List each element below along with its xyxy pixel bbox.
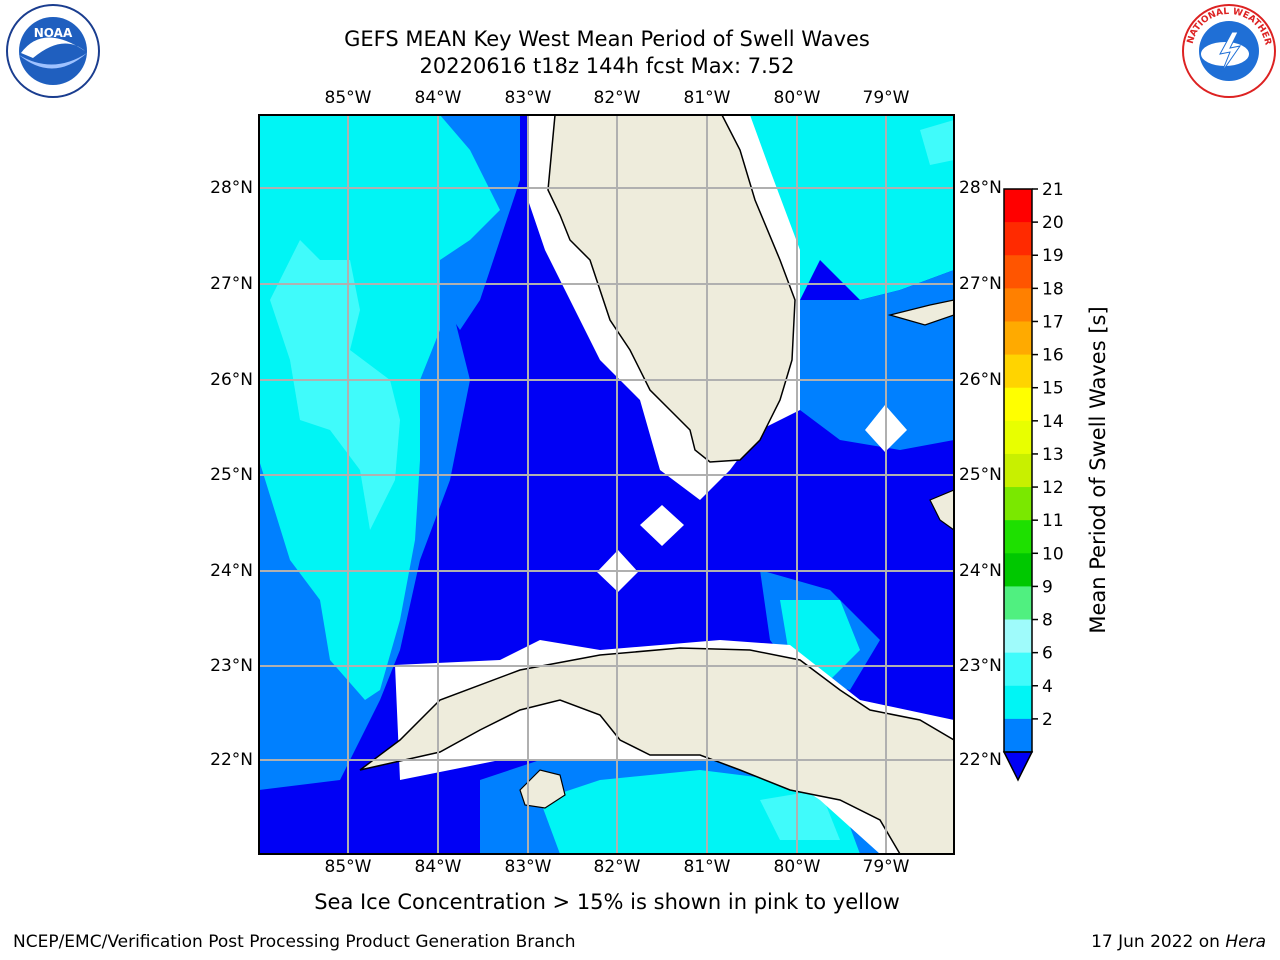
band-8-9-east xyxy=(920,120,954,165)
lon-label-bottom: 84°W xyxy=(414,857,462,877)
map-frame xyxy=(258,114,955,855)
mask-keys-1 xyxy=(640,505,684,546)
colorbar-segment xyxy=(1004,420,1032,455)
colorbar-tick-label: 19 xyxy=(1042,246,1064,266)
lat-label-left: 23°N xyxy=(210,656,253,676)
lat-label-left: 25°N xyxy=(210,465,253,485)
land-isla-juventud xyxy=(519,769,566,809)
band-8-9-south xyxy=(760,790,840,840)
colorbar-segment xyxy=(1004,387,1032,422)
land-andros xyxy=(929,489,954,531)
land-florida xyxy=(547,115,796,463)
lat-label-left: 24°N xyxy=(210,561,253,581)
colorbar-segment xyxy=(1004,255,1032,289)
colorbar-segment xyxy=(1004,487,1032,521)
colorbar-segment xyxy=(1004,619,1032,654)
colorbar-tick-label: 17 xyxy=(1042,312,1064,332)
graticule xyxy=(259,115,954,854)
colorbar-tick-label: 16 xyxy=(1042,346,1064,366)
noaa-logo: NOAA xyxy=(6,4,100,98)
footer-host: Hera xyxy=(1225,932,1266,952)
lat-label-left: 22°N xyxy=(210,750,253,770)
colorbar-tick-label: 13 xyxy=(1042,445,1064,465)
chart-title: GEFS MEAN Key West Mean Period of Swell … xyxy=(344,27,870,51)
colorbar-segment xyxy=(1004,718,1032,753)
colorbar-tick-label: 21 xyxy=(1042,180,1064,200)
colorbar-tick-label: 4 xyxy=(1042,677,1053,697)
lon-label-top: 82°W xyxy=(593,88,641,108)
colorbar-segment xyxy=(1004,222,1032,256)
colorbar-segment xyxy=(1004,288,1032,322)
colorbar-segment xyxy=(1004,652,1032,687)
lon-label-top: 84°W xyxy=(414,88,462,108)
colorbar-segment xyxy=(1004,354,1032,389)
lon-label-bottom: 85°W xyxy=(324,857,372,877)
colorbar-segment xyxy=(1004,586,1032,621)
lon-label-bottom: 82°W xyxy=(593,857,641,877)
nws-logo: NATIONAL WEATHER SERVICE xyxy=(1180,2,1276,98)
colorbar-tick-label: 18 xyxy=(1042,279,1064,299)
colorbar-segment xyxy=(1004,453,1032,488)
colorbar-tick-label: 15 xyxy=(1042,379,1064,399)
lon-label-bottom: 81°W xyxy=(683,857,731,877)
lat-label-right: 22°N xyxy=(959,750,1002,770)
lat-label-right: 28°N xyxy=(959,178,1002,198)
colorbar-tick-label: 9 xyxy=(1042,577,1053,597)
ice-note: Sea Ice Concentration > 15% is shown in … xyxy=(314,890,900,914)
colorbar-tick-label: 20 xyxy=(1042,213,1064,233)
lat-label-right: 26°N xyxy=(959,370,1002,390)
lat-label-left: 28°N xyxy=(210,178,253,198)
lat-label-left: 27°N xyxy=(210,274,253,294)
colorbar: 21 20 19 18 17 16 15 14 13 12 11 10 9 8 6 4 2 xyxy=(1002,180,1064,782)
lon-label-top: 85°W xyxy=(324,88,372,108)
colorbar-segment xyxy=(1004,685,1032,720)
colorbar-tick-label: 11 xyxy=(1042,511,1064,531)
colorbar-segment xyxy=(1004,553,1032,587)
lat-label-right: 27°N xyxy=(959,274,1002,294)
footer-date-text: 17 Jun 2022 on xyxy=(1091,932,1226,952)
colorbar-tick-label: 14 xyxy=(1042,412,1064,432)
lon-label-bottom: 83°W xyxy=(504,857,552,877)
colorbar-label: Mean Period of Swell Waves [s] xyxy=(1086,306,1110,634)
lon-label-bottom: 80°W xyxy=(773,857,821,877)
lon-label-top: 80°W xyxy=(773,88,821,108)
colorbar-segment xyxy=(1004,189,1032,223)
noaa-logo-text: NOAA xyxy=(34,26,73,40)
colorbar-tick-label: 2 xyxy=(1042,710,1053,730)
band-8-9-west xyxy=(270,240,400,530)
lat-label-right: 23°N xyxy=(959,656,1002,676)
colorbar-frame xyxy=(1003,188,1033,753)
colorbar-tick-label: 6 xyxy=(1042,644,1053,664)
colorbar-segment xyxy=(1004,321,1032,356)
lon-label-bottom: 79°W xyxy=(862,857,910,877)
lon-label-top: 81°W xyxy=(683,88,731,108)
lon-label-top: 79°W xyxy=(862,88,910,108)
lat-label-right: 24°N xyxy=(959,561,1002,581)
colorbar-segment xyxy=(1004,520,1032,554)
land-bahamas-north xyxy=(887,299,954,326)
footer-branch: NCEP/EMC/Verification Post Processing Pr… xyxy=(13,932,576,952)
lat-label-left: 26°N xyxy=(210,370,253,390)
lon-label-top: 83°W xyxy=(504,88,552,108)
chart-subtitle: 20220616 t18z 144h fcst Max: 7.52 xyxy=(419,54,795,78)
colorbar-tick-label: 12 xyxy=(1042,478,1064,498)
colorbar-extend-arrow xyxy=(1002,751,1034,782)
lat-label-right: 25°N xyxy=(959,465,1002,485)
colorbar-tick-label: 10 xyxy=(1042,544,1064,564)
footer-date: 17 Jun 2022 on Hera xyxy=(1091,932,1266,952)
colorbar-tick-label: 8 xyxy=(1042,611,1053,631)
land-cuba xyxy=(359,647,954,854)
